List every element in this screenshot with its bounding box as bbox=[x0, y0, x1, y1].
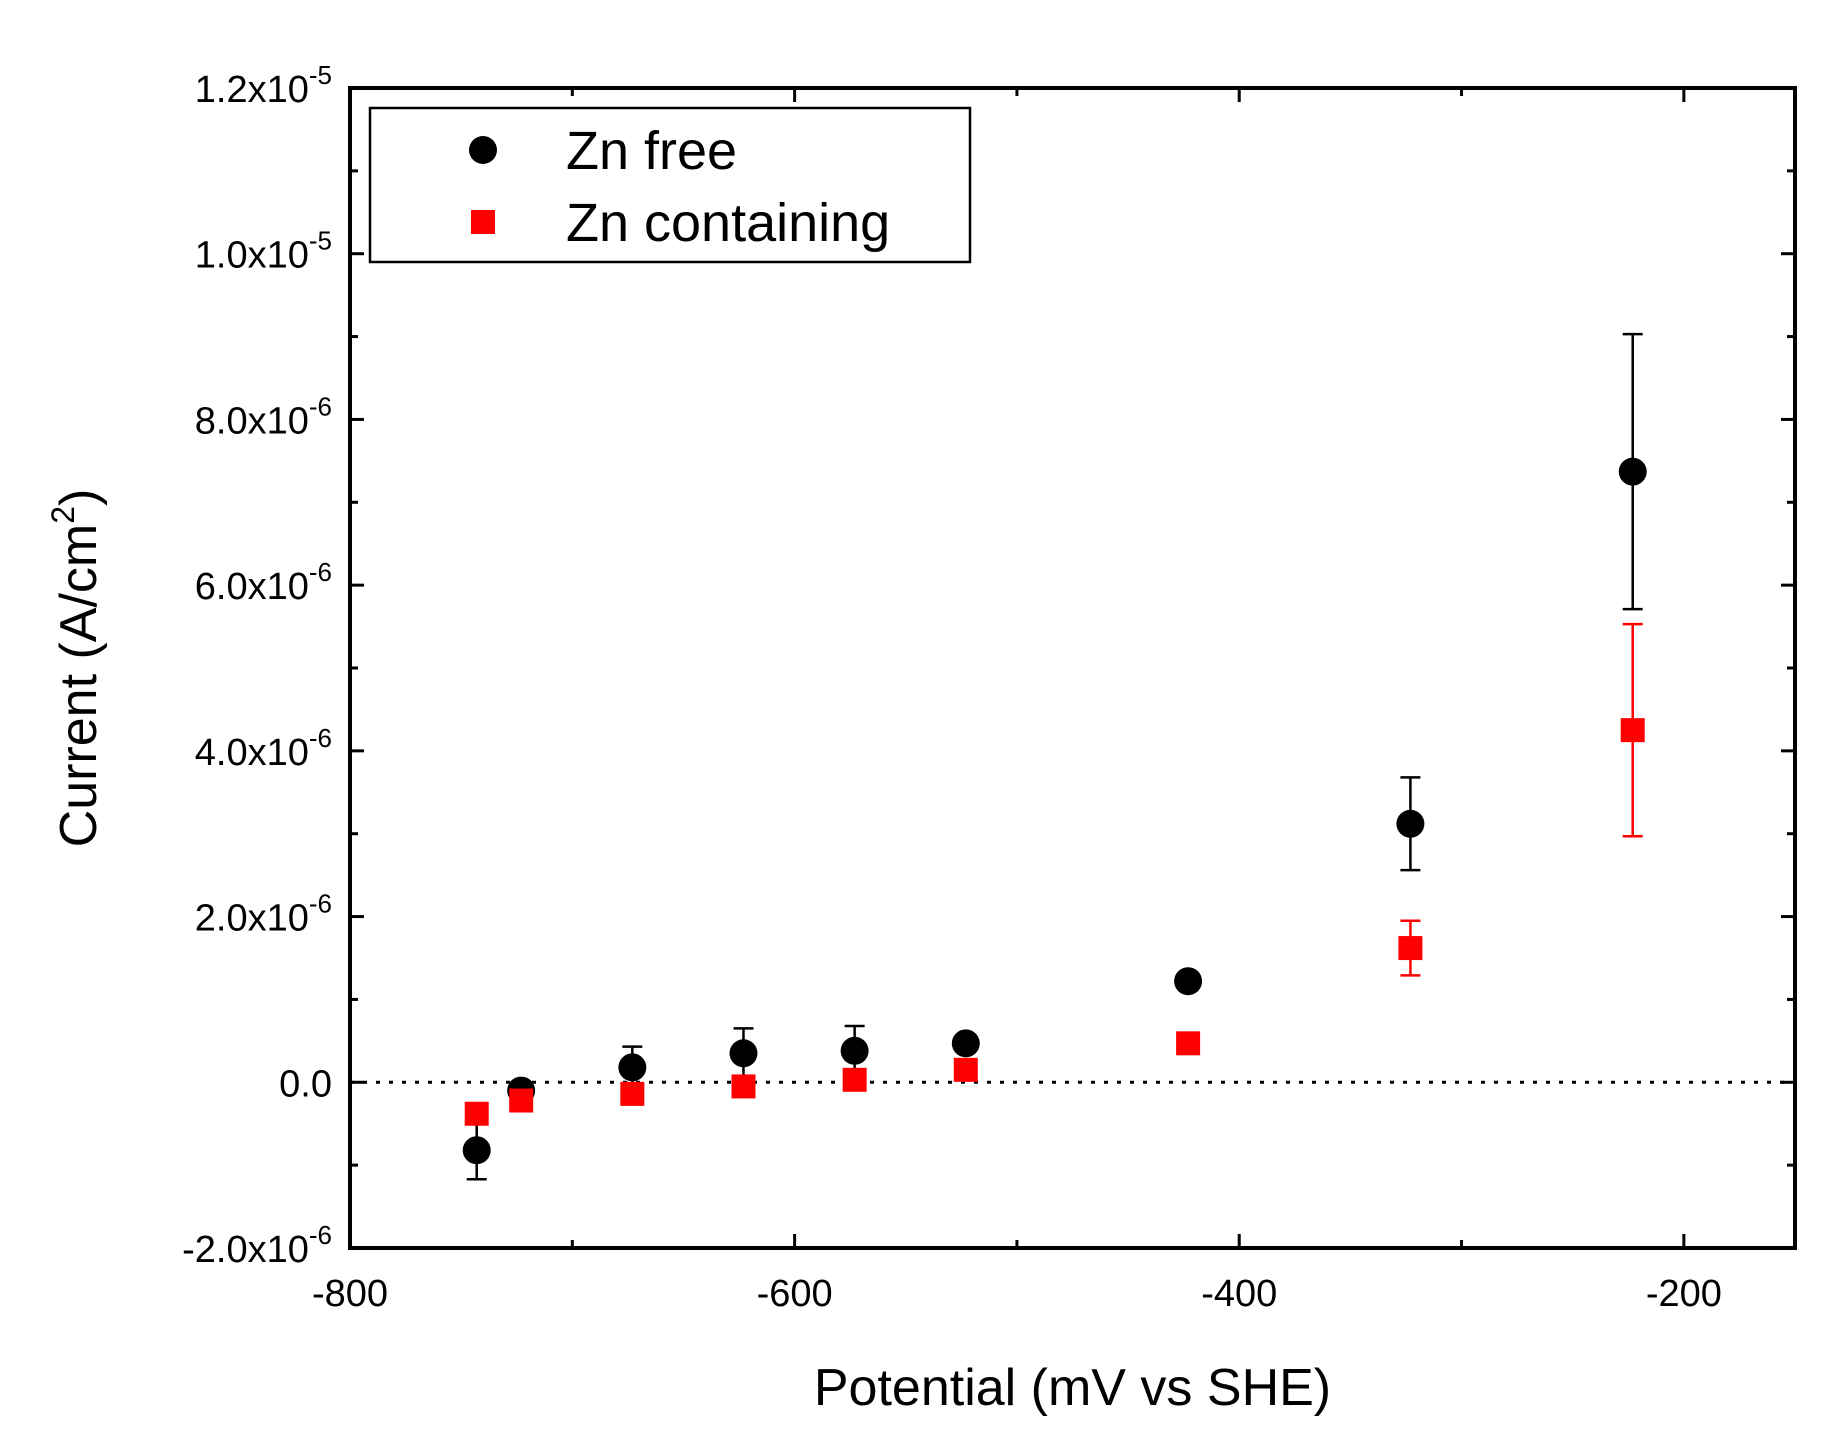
x-tick-label: -800 bbox=[312, 1273, 388, 1315]
y-tick-label: 1.0x10-5 bbox=[195, 226, 332, 277]
legend-marker-square bbox=[471, 210, 495, 234]
legend-marker-circle bbox=[469, 136, 497, 164]
legend: Zn free Zn containing bbox=[368, 106, 972, 264]
legend-label: Zn containing bbox=[566, 193, 890, 253]
data-point-square bbox=[1176, 1031, 1201, 1056]
data-point-square bbox=[953, 1057, 978, 1082]
x-axis-title: Potential (mV vs SHE) bbox=[814, 1359, 1331, 1417]
y-tick-label: 6.0x10-6 bbox=[195, 557, 332, 608]
legend-box bbox=[368, 106, 972, 264]
data-points bbox=[462, 332, 1647, 1181]
data-point-circle bbox=[1618, 457, 1647, 486]
x-tick-label: -200 bbox=[1646, 1273, 1722, 1315]
axis-ticks: -800 -600 -400 -200 -2.0x10-6 0.0 2.0x10-6 4.0x… bbox=[182, 60, 1795, 1315]
y-tick-label: 2.0x10-6 bbox=[195, 889, 332, 940]
x-tick-label: -400 bbox=[1201, 1273, 1277, 1315]
data-point-square bbox=[509, 1088, 534, 1113]
data-point-circle bbox=[618, 1053, 647, 1082]
data-point-square bbox=[464, 1101, 489, 1126]
data-point-square bbox=[1398, 936, 1423, 961]
data-point-square bbox=[620, 1081, 645, 1106]
x-tick-label: -600 bbox=[757, 1273, 833, 1315]
data-point-circle bbox=[729, 1039, 758, 1068]
y-tick-label: 1.2x10-5 bbox=[195, 60, 332, 111]
y-tick-label: 4.0x10-6 bbox=[195, 723, 332, 774]
y-axis-title: Current (A/cm2) bbox=[45, 489, 108, 848]
data-point-circle bbox=[951, 1029, 980, 1058]
data-point-square bbox=[842, 1067, 867, 1092]
data-point-circle bbox=[840, 1036, 869, 1065]
data-point-square bbox=[1620, 718, 1645, 743]
data-point-circle bbox=[462, 1136, 491, 1165]
plot-area-frame bbox=[348, 86, 1797, 1250]
data-point-square bbox=[731, 1074, 756, 1099]
y-tick-label: -2.0x10-6 bbox=[182, 1220, 332, 1271]
y-tick-label: 0.0 bbox=[279, 1063, 332, 1105]
data-point-circle bbox=[1396, 809, 1425, 838]
series-zn-free bbox=[462, 332, 1647, 1181]
y-tick-label: 8.0x10-6 bbox=[195, 391, 332, 442]
legend-label: Zn free bbox=[566, 121, 737, 181]
data-point-circle bbox=[1174, 967, 1203, 996]
series-zn-containing bbox=[464, 622, 1645, 1126]
